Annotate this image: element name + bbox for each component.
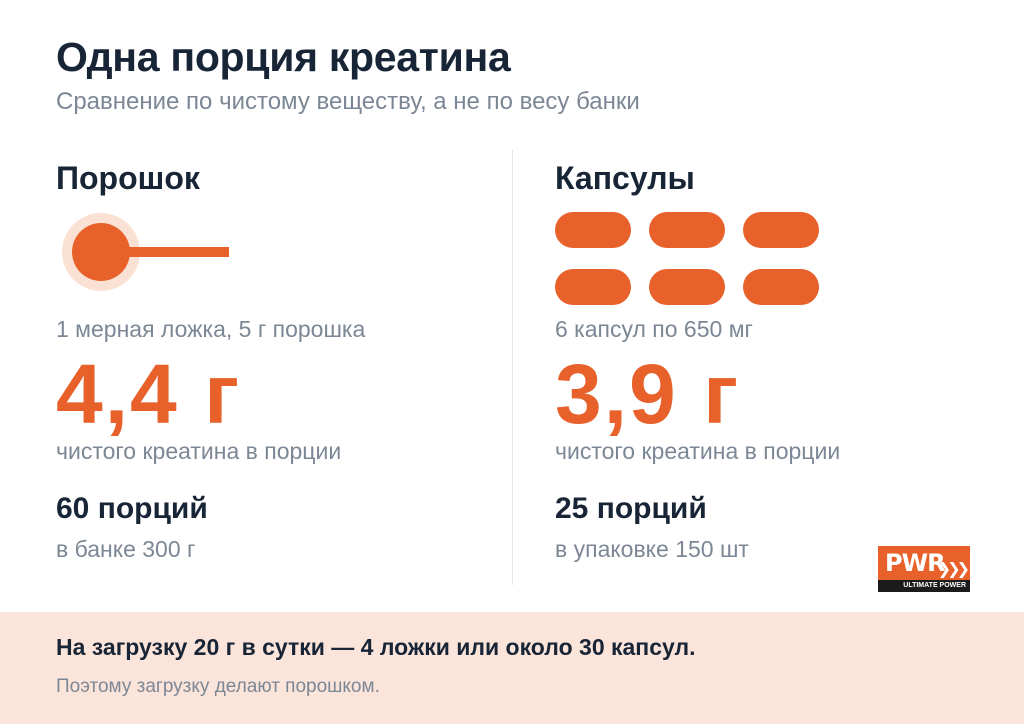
capsules-servings: 25 порций — [555, 492, 707, 525]
column-divider — [512, 150, 513, 585]
logo-tagline: ULTIMATE POWER — [878, 580, 970, 592]
capsule-icon — [743, 269, 819, 305]
brand-logo: PWR ❯❯❯ ULTIMATE POWER — [878, 546, 970, 592]
powder-title: Порошок — [56, 160, 200, 196]
powder-servings: 60 порций — [56, 492, 208, 525]
capsules-servings-sub: в упаковке 150 шт — [555, 536, 749, 562]
capsules-value-caption: чистого креатина в порции — [555, 438, 841, 464]
measuring-scoop-icon — [56, 210, 236, 296]
summary-banner: На загрузку 20 г в сутки — 4 ложки или о… — [0, 612, 1024, 724]
logo-wordmark: PWR ❯❯❯ — [878, 546, 970, 580]
scoop-handle — [128, 247, 229, 257]
page-subtitle: Сравнение по чистому веществу, а не по в… — [56, 88, 640, 115]
capsule-icon — [555, 212, 631, 248]
capsules-group — [555, 212, 835, 307]
powder-creatine-value: 4,4 г — [56, 347, 242, 441]
capsules-creatine-value: 3,9 г — [555, 347, 741, 441]
capsule-icon — [649, 212, 725, 248]
summary-sub-text: Поэтому загрузку делают порошком. — [56, 676, 380, 697]
powder-servings-sub: в банке 300 г — [56, 536, 196, 562]
logo-name: PWR — [885, 549, 946, 577]
powder-description: 1 мерная ложка, 5 г порошка — [56, 316, 366, 342]
powder-value-caption: чистого креатина в порции — [56, 438, 342, 464]
chevrons-icon: ❯❯❯ — [937, 559, 970, 578]
capsule-icon — [555, 269, 631, 305]
capsule-icon — [649, 269, 725, 305]
capsules-description: 6 капсул по 650 мг — [555, 316, 753, 342]
scoop-bowl — [72, 223, 130, 281]
page-title: Одна порция креатина — [56, 34, 511, 80]
summary-main-text: На загрузку 20 г в сутки — 4 ложки или о… — [56, 634, 696, 660]
capsule-icon — [743, 212, 819, 248]
capsules-title: Капсулы — [555, 160, 695, 196]
